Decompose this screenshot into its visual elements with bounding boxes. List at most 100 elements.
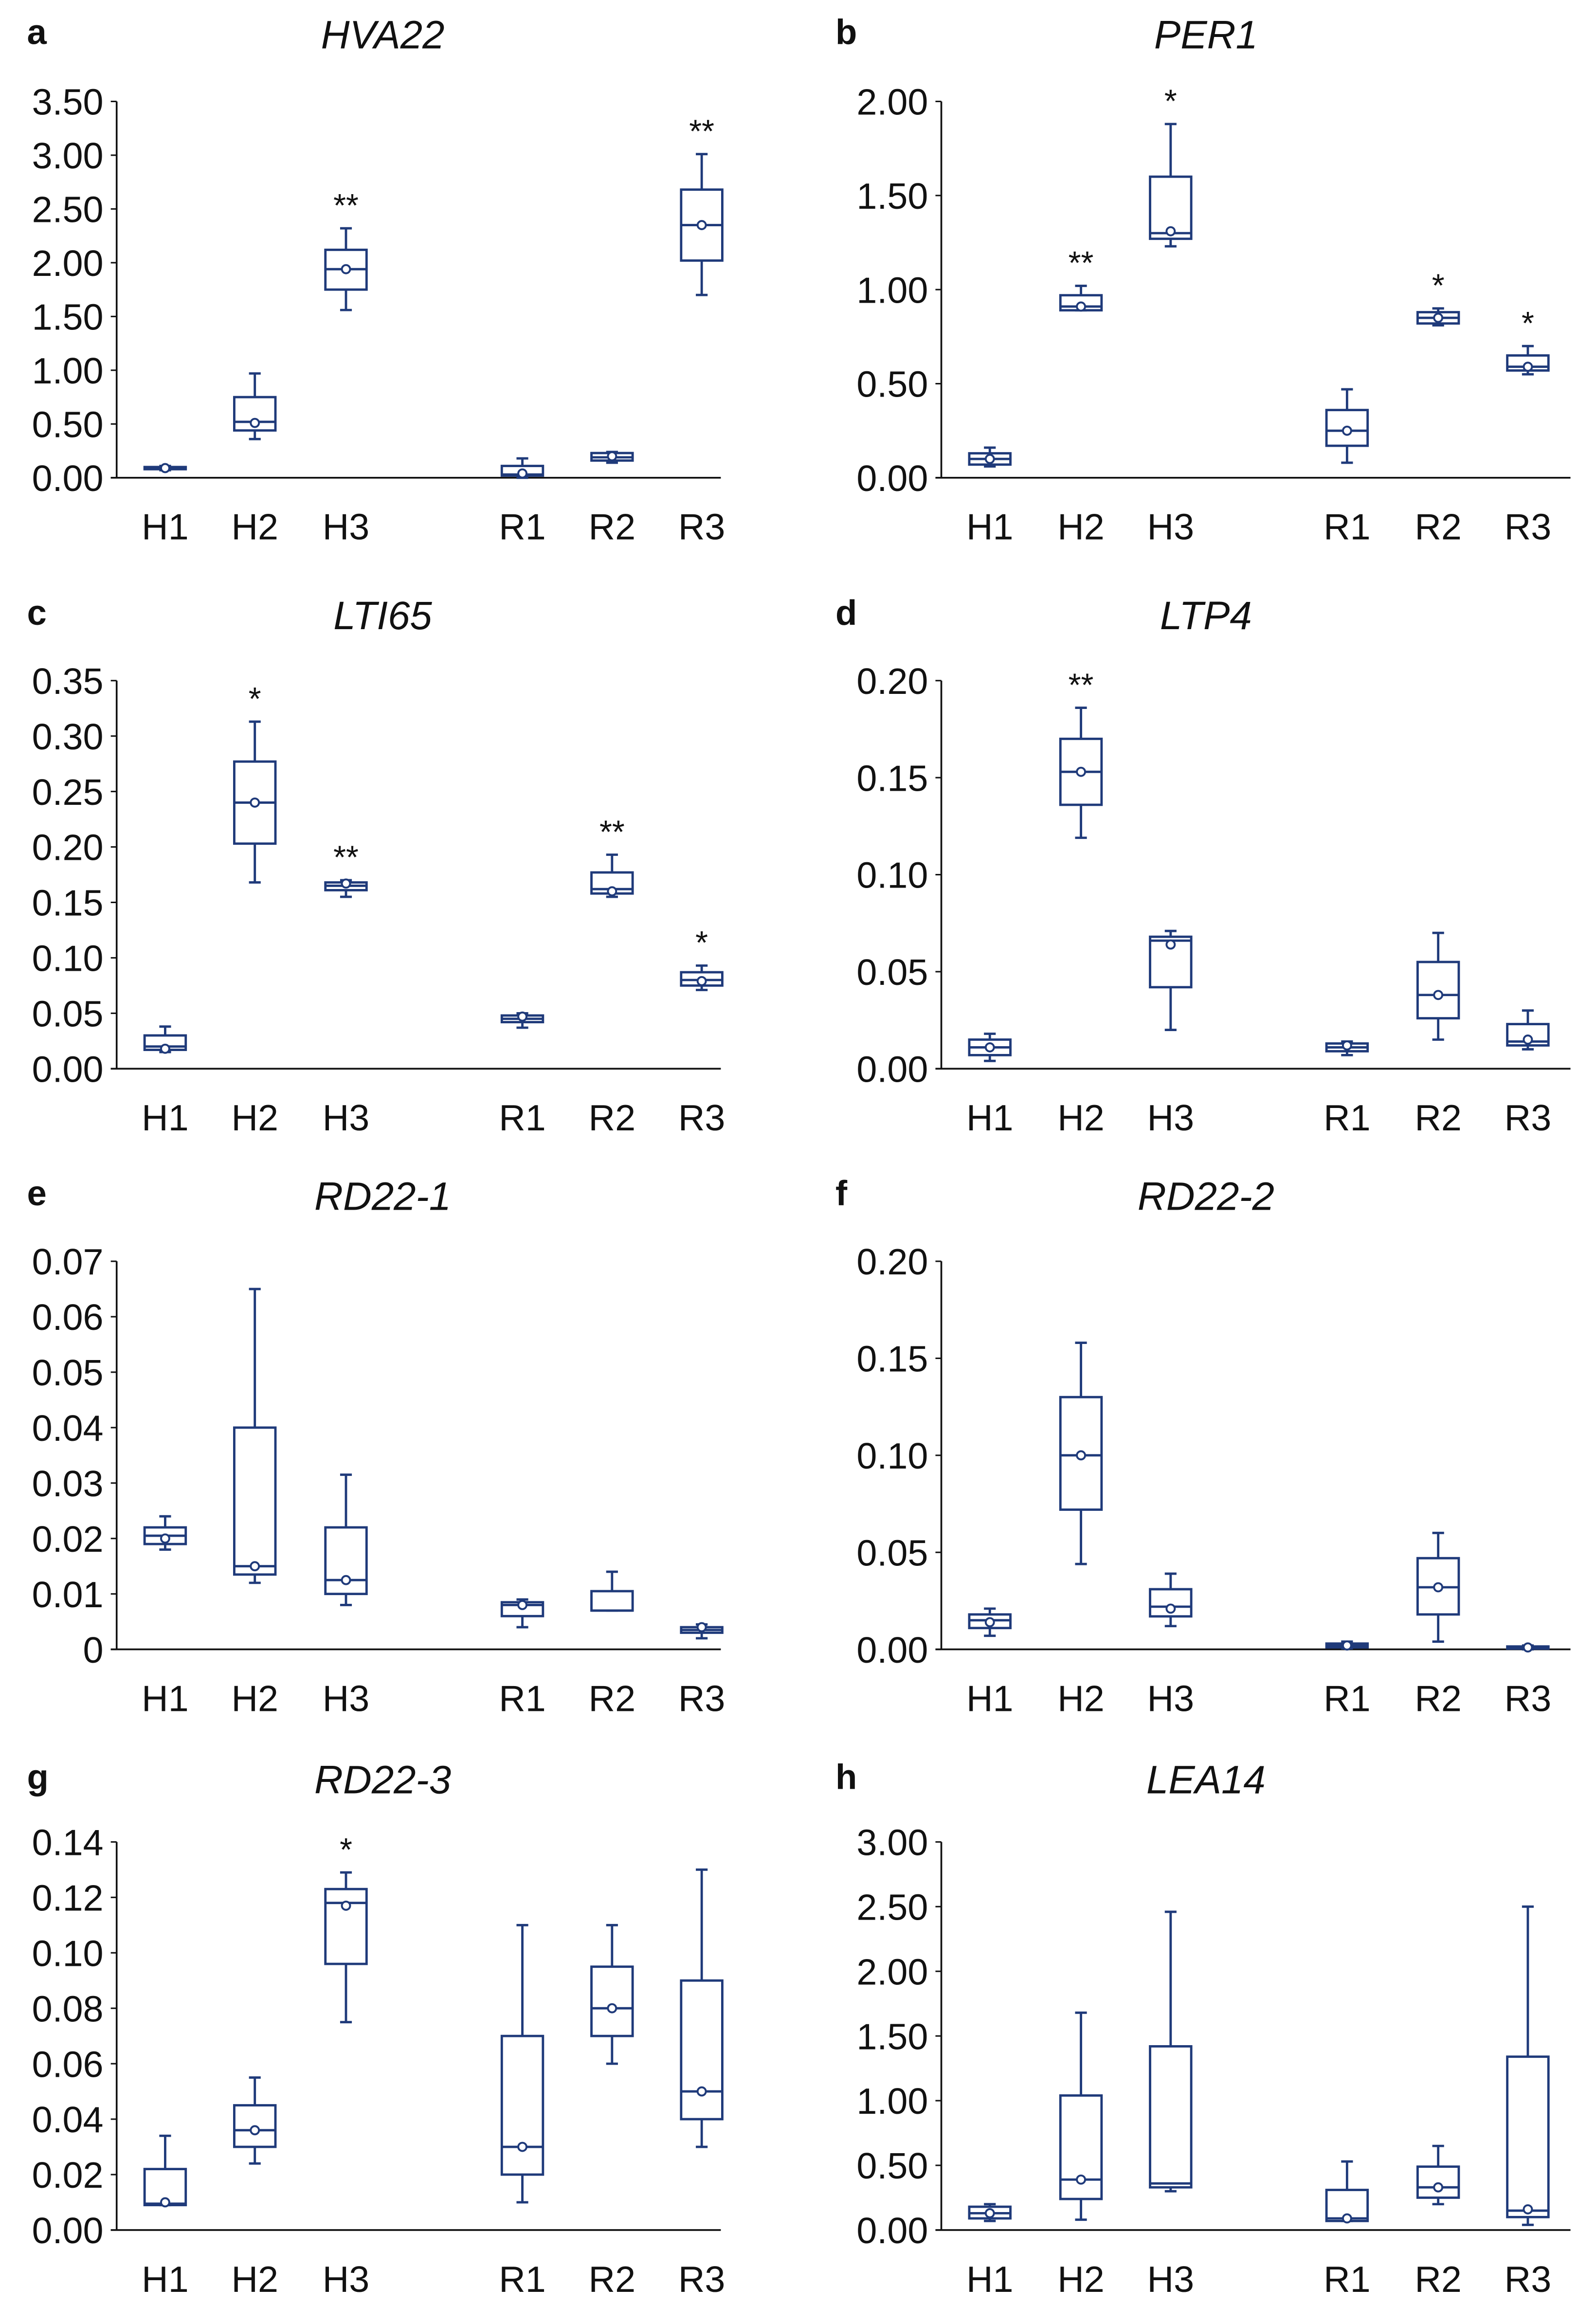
x-tick-label: H3 xyxy=(323,1098,370,1139)
box-H2 xyxy=(233,720,277,884)
y-tick-label: 0.05 xyxy=(32,1353,104,1394)
iqr-box xyxy=(1506,2055,1550,2218)
panel-letter: c xyxy=(27,593,46,633)
y-tick-label: 0.50 xyxy=(32,405,104,446)
box-R2 xyxy=(1416,931,1460,1041)
x-tick-label: H2 xyxy=(231,507,278,548)
mean-marker xyxy=(1076,301,1086,312)
panel-letter: h xyxy=(835,1758,857,1797)
y-tick-label: 1.00 xyxy=(856,270,928,311)
iqr-box xyxy=(1149,2045,1193,2189)
y-tick-label: 2.00 xyxy=(856,1952,928,1993)
x-tick-label: R2 xyxy=(1415,2259,1462,2300)
panel-title: HVA22 xyxy=(321,13,445,57)
box-H2 xyxy=(1059,2011,1103,2221)
mean-marker xyxy=(160,1533,170,1544)
x-tick-label: R3 xyxy=(678,1098,725,1139)
iqr-box xyxy=(233,396,277,432)
x-tick-label: R3 xyxy=(678,1678,725,1719)
y-tick-label: 0.10 xyxy=(32,939,104,980)
x-tick-label: R1 xyxy=(499,1678,546,1719)
y-tick-label: 0.00 xyxy=(32,1049,104,1090)
box-H1 xyxy=(143,1515,187,1551)
panel-title: RD22-3 xyxy=(314,1758,451,1802)
box-H2 xyxy=(1059,284,1103,312)
x-tick-label: H1 xyxy=(142,1098,189,1139)
box-R2 xyxy=(590,1570,634,1612)
box-R1 xyxy=(1325,2160,1369,2224)
x-tick-label: H3 xyxy=(323,1678,370,1719)
mean-marker xyxy=(984,1042,995,1053)
x-tick-label: H3 xyxy=(1147,1098,1195,1139)
x-tick-label: R1 xyxy=(1324,507,1371,548)
mean-marker xyxy=(984,1617,995,1628)
box-R1 xyxy=(1325,1640,1369,1651)
x-tick-label: H2 xyxy=(1057,2259,1105,2300)
x-tick-label: H3 xyxy=(323,2259,370,2300)
y-tick-label: 2.00 xyxy=(856,82,928,123)
y-tick-label: 0.02 xyxy=(32,1519,104,1560)
y-tick-label: 3.00 xyxy=(32,136,104,177)
x-tick-label: R3 xyxy=(678,507,725,548)
y-tick-label: 0.14 xyxy=(32,1823,104,1864)
mean-marker xyxy=(984,454,995,464)
panel-g: g RD22-3 0.00 0.02 0.04 0.06 0.08 0.10 0.12 0.14 H… xyxy=(27,1758,725,2300)
significance-label: * xyxy=(1522,306,1534,342)
panel-title: LEA14 xyxy=(1146,1758,1266,1802)
y-tick-label: 0.08 xyxy=(32,1989,104,2030)
mean-marker xyxy=(250,1561,260,1572)
x-tick-label: H2 xyxy=(231,1098,278,1139)
iqr-box xyxy=(680,1979,724,2121)
box-R3 xyxy=(1506,1009,1550,1051)
x-tick-label: R1 xyxy=(499,2259,546,2300)
box-H3 xyxy=(1149,1910,1193,2193)
significance-label: * xyxy=(695,925,708,961)
box-R2 xyxy=(590,853,634,898)
iqr-box xyxy=(590,1590,634,1612)
mean-marker xyxy=(984,2208,995,2218)
y-tick-label: 0.10 xyxy=(32,1933,104,1974)
x-tick-label: H3 xyxy=(323,507,370,548)
y-tick-label: 0.50 xyxy=(856,364,928,405)
panel-letter: f xyxy=(835,1174,848,1213)
mean-marker xyxy=(341,1575,351,1585)
mean-marker xyxy=(607,451,617,462)
box-H1 xyxy=(143,463,187,473)
mean-marker xyxy=(517,1600,527,1610)
x-tick-label: R2 xyxy=(1415,507,1462,548)
x-tick-label: H1 xyxy=(142,2259,189,2300)
y-tick-label: 0.10 xyxy=(856,1436,928,1477)
y-tick-label: 3.50 xyxy=(32,82,104,123)
y-tick-label: 0.00 xyxy=(32,458,104,499)
y-tick-label: 1.50 xyxy=(32,297,104,338)
mean-marker xyxy=(1433,1582,1444,1593)
significance-label: ** xyxy=(1069,245,1094,281)
mean-marker xyxy=(1076,1450,1086,1461)
y-tick-label: 0.00 xyxy=(856,458,928,499)
y-tick-label: 0.04 xyxy=(32,2100,104,2141)
box-H1 xyxy=(968,1033,1012,1062)
x-tick-label: R2 xyxy=(589,1678,636,1719)
mean-marker xyxy=(160,2197,170,2208)
box-H1 xyxy=(968,1607,1012,1637)
x-tick-label: R3 xyxy=(1505,507,1552,548)
iqr-box xyxy=(324,1888,368,1965)
x-tick-label: H2 xyxy=(231,1678,278,1719)
panel-title: LTI65 xyxy=(333,594,432,638)
mean-marker xyxy=(341,1900,351,1911)
x-tick-label: H3 xyxy=(1147,507,1195,548)
y-tick-label: 0.10 xyxy=(856,855,928,896)
box-H1 xyxy=(968,2203,1012,2222)
y-tick-label: 0.02 xyxy=(32,2155,104,2196)
y-tick-label: 1.50 xyxy=(856,176,928,217)
x-tick-label: R3 xyxy=(1505,1098,1552,1139)
x-tick-label: R1 xyxy=(499,1098,546,1139)
panel-letter: g xyxy=(27,1758,48,1797)
y-tick-label: 0.20 xyxy=(856,661,928,702)
y-tick-label: 0.07 xyxy=(32,1242,104,1283)
box-H3 xyxy=(324,878,368,898)
panel-letter: a xyxy=(27,13,47,52)
y-tick-label: 0.00 xyxy=(856,1630,928,1671)
iqr-box xyxy=(590,1965,634,2037)
x-tick-label: R2 xyxy=(1415,1678,1462,1719)
